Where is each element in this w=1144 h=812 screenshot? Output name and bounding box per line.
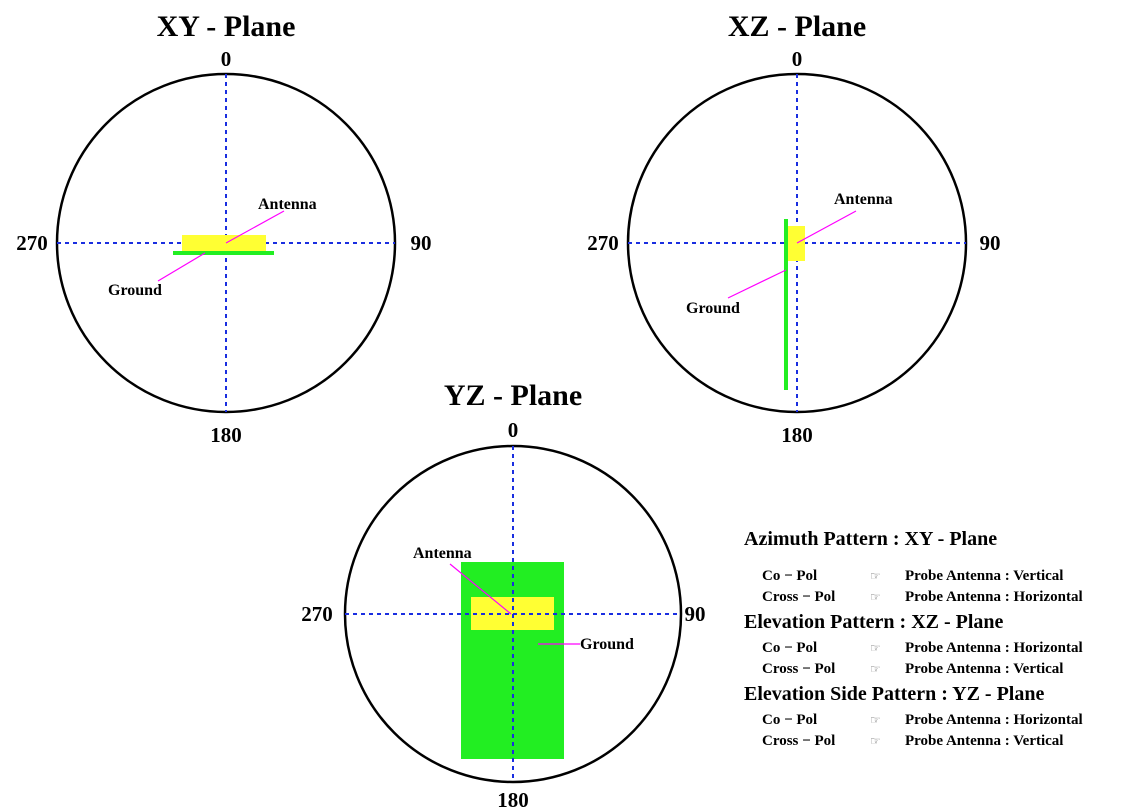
pointing-hand-icon: ☞ bbox=[870, 641, 881, 655]
legend-pol-label: Co − Pol bbox=[762, 640, 817, 656]
legend-probe-label: Probe Antenna : Horizontal bbox=[905, 640, 1083, 656]
yz-plane-title: YZ - Plane bbox=[444, 379, 582, 412]
xz-ground-leader bbox=[727, 269, 787, 299]
xz-deg-270: 270 bbox=[587, 231, 619, 255]
yz-antenna-label: Antenna bbox=[413, 545, 472, 562]
xy-deg-0: 0 bbox=[221, 47, 232, 71]
pointing-hand-icon: ☞ bbox=[870, 662, 881, 676]
xy-deg-270: 270 bbox=[16, 231, 48, 255]
legend-probe-label: Probe Antenna : Vertical bbox=[905, 661, 1063, 677]
xy-ground-label: Ground bbox=[108, 282, 162, 299]
xz-antenna-element bbox=[788, 226, 805, 261]
xz-deg-180: 180 bbox=[781, 423, 813, 447]
xz-deg-90: 90 bbox=[980, 231, 1001, 255]
legend-probe-label: Probe Antenna : Horizontal bbox=[905, 712, 1083, 728]
xz-plane-title: XZ - Plane bbox=[728, 10, 866, 43]
legend-heading-elevation: Elevation Pattern : XZ - Plane bbox=[744, 611, 1004, 633]
xy-ground-leader bbox=[157, 252, 206, 282]
legend-pol-label: Co − Pol bbox=[762, 568, 817, 584]
xy-plane-title: XY - Plane bbox=[157, 10, 296, 43]
pointing-hand-icon: ☞ bbox=[870, 590, 881, 604]
xz-antenna-label: Antenna bbox=[834, 191, 893, 208]
legend-pol-label: Cross − Pol bbox=[762, 589, 835, 605]
yz-deg-180: 180 bbox=[497, 788, 529, 812]
pointing-hand-icon: ☞ bbox=[870, 734, 881, 748]
legend-pol-label: Cross − Pol bbox=[762, 661, 835, 677]
xy-antenna-leader bbox=[225, 210, 285, 244]
xy-antenna-element bbox=[182, 235, 266, 251]
yz-ground-label: Ground bbox=[580, 636, 634, 653]
legend-probe-label: Probe Antenna : Vertical bbox=[905, 568, 1063, 584]
legend-probe-label: Probe Antenna : Horizontal bbox=[905, 589, 1083, 605]
pointing-hand-icon: ☞ bbox=[870, 569, 881, 583]
legend-heading-azimuth: Azimuth Pattern : XY - Plane bbox=[744, 528, 997, 550]
xy-deg-180: 180 bbox=[210, 423, 242, 447]
yz-deg-0: 0 bbox=[508, 418, 519, 442]
legend-pol-label: Co − Pol bbox=[762, 712, 817, 728]
yz-deg-270: 270 bbox=[301, 602, 333, 626]
pointing-hand-icon: ☞ bbox=[870, 713, 881, 727]
xz-deg-0: 0 bbox=[792, 47, 803, 71]
xy-deg-90: 90 bbox=[411, 231, 432, 255]
legend-heading-elevation-side: Elevation Side Pattern : YZ - Plane bbox=[744, 683, 1044, 705]
xz-antenna-leader bbox=[796, 210, 857, 244]
polarization-legend: Azimuth Pattern : XY - Plane Co − Pol ☞ … bbox=[744, 528, 1083, 749]
legend-probe-label: Probe Antenna : Vertical bbox=[905, 733, 1063, 749]
xz-ground-label: Ground bbox=[686, 300, 740, 317]
yz-plane-panel: YZ - Plane 0 90 180 270 Antenna Ground bbox=[301, 379, 705, 812]
legend-pol-label: Cross − Pol bbox=[762, 733, 835, 749]
yz-antenna-leader bbox=[449, 563, 512, 615]
yz-deg-90: 90 bbox=[685, 602, 706, 626]
xy-antenna-label: Antenna bbox=[258, 196, 317, 213]
xy-plane-panel: XY - Plane 0 90 180 270 Antenna Ground bbox=[16, 10, 431, 447]
xz-plane-panel: XZ - Plane 0 90 180 270 Antenna Ground bbox=[587, 10, 1000, 447]
